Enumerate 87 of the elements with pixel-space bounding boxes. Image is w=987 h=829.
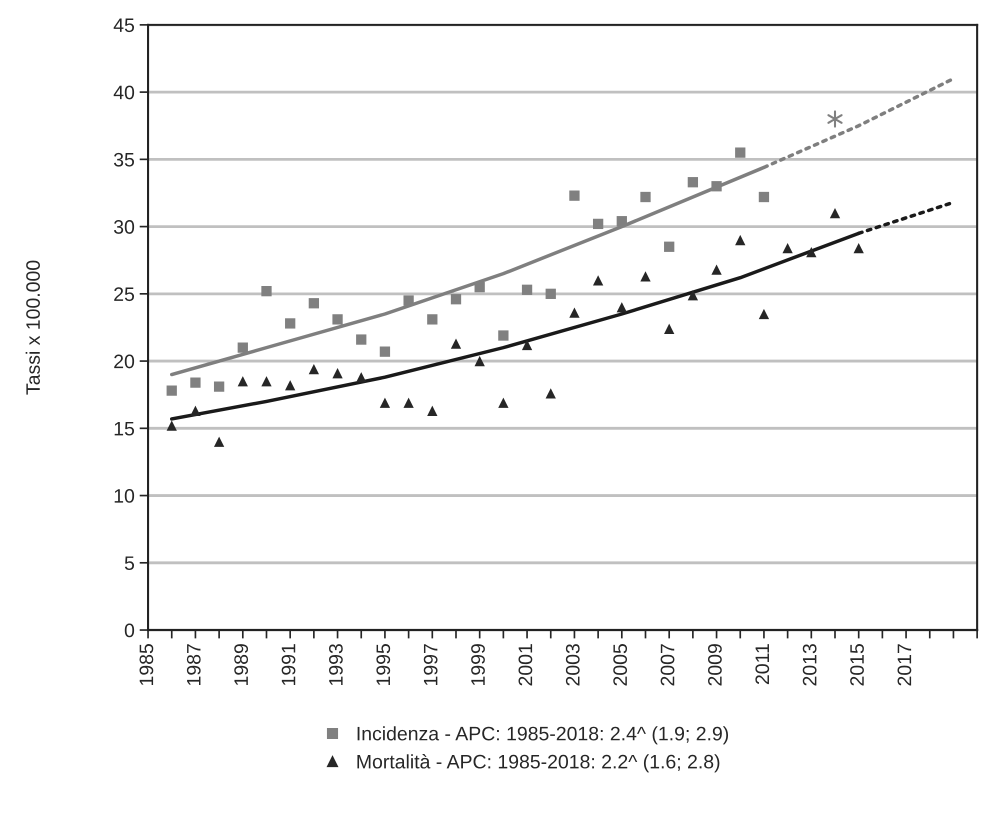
point — [308, 364, 320, 374]
point — [522, 284, 532, 295]
x-tick-label: 1989 — [234, 644, 248, 686]
point — [688, 177, 698, 188]
point — [332, 314, 343, 325]
point — [592, 275, 604, 286]
point — [427, 406, 438, 416]
point — [474, 282, 485, 292]
point — [688, 290, 698, 300]
y-tick-label: 40 — [114, 86, 134, 100]
x-tick-label: 2011 — [755, 644, 770, 684]
x-tick-label: 2015 — [850, 644, 864, 686]
x-tick-label: 1995 — [376, 644, 390, 686]
point — [664, 242, 674, 252]
point — [640, 271, 651, 282]
point — [616, 302, 627, 312]
point — [238, 342, 248, 353]
point — [735, 147, 746, 158]
x-tick-label: 2009 — [708, 644, 722, 686]
point — [238, 376, 248, 386]
y-axis-title: Tassi x 100.000 — [26, 260, 40, 395]
point — [285, 318, 296, 329]
x-tick-label: 2017 — [898, 644, 912, 686]
y-tick-label: 25 — [114, 287, 134, 302]
point — [474, 356, 485, 366]
point — [166, 386, 177, 396]
y-tick-label: 10 — [114, 489, 134, 503]
y-tick-label: 0 — [124, 624, 134, 638]
point — [356, 334, 366, 345]
point — [664, 324, 674, 334]
point — [403, 398, 414, 408]
point — [735, 234, 746, 246]
point — [190, 377, 201, 388]
x-tick-label: 1987 — [186, 644, 201, 686]
x-tick-label: 2007 — [660, 644, 674, 686]
x-tick-label: 2001 — [518, 644, 532, 686]
point — [190, 406, 201, 416]
point — [380, 398, 390, 408]
point — [616, 216, 627, 226]
legend-label: Mortalità - APC: 1985-2018: 2.2^ (1.6; 2.8) — [357, 754, 720, 772]
point — [356, 372, 366, 382]
point — [166, 420, 177, 431]
point — [427, 314, 438, 325]
y-tick-label: 5 — [124, 556, 134, 570]
point — [261, 376, 272, 386]
x-tick-label: 1985 — [140, 644, 154, 686]
y-tick-label: 15 — [114, 422, 134, 436]
x-tick-label: 2005 — [613, 644, 628, 686]
point — [498, 398, 509, 408]
point — [569, 190, 580, 201]
y-tick-label: 35 — [114, 152, 134, 167]
x-tick-label: 1993 — [329, 644, 343, 686]
point — [450, 294, 462, 304]
point — [640, 192, 651, 202]
point — [261, 286, 272, 296]
x-tick-label: 2003 — [566, 644, 580, 686]
point — [522, 340, 532, 350]
point — [711, 181, 722, 192]
point — [592, 218, 604, 230]
point — [498, 330, 509, 341]
x-tick-label: 1999 — [471, 644, 485, 686]
point — [830, 208, 840, 218]
point — [758, 192, 770, 202]
y-tick-label: 45 — [114, 18, 134, 32]
point — [285, 380, 296, 390]
point — [758, 308, 770, 320]
point — [403, 295, 414, 306]
point — [450, 338, 462, 349]
point — [782, 242, 793, 254]
y-tick-label: 20 — [114, 354, 134, 368]
x-tick-label: 1991 — [282, 644, 296, 686]
point — [854, 242, 864, 254]
point — [380, 346, 390, 357]
point — [214, 381, 224, 392]
point — [214, 436, 224, 447]
point — [308, 298, 320, 308]
point — [806, 246, 816, 258]
y-tick-label: 30 — [114, 220, 134, 234]
point — [332, 368, 343, 378]
point — [546, 388, 556, 398]
point — [569, 308, 580, 318]
x-tick-label: 2013 — [802, 644, 817, 686]
point — [711, 264, 722, 275]
x-tick-label: 1997 — [424, 644, 438, 686]
point — [827, 110, 843, 128]
point — [546, 288, 556, 299]
legend-label: Incidenza - APC: 1985-2018: 2.4^ (1.9; 2.9) — [358, 726, 728, 744]
